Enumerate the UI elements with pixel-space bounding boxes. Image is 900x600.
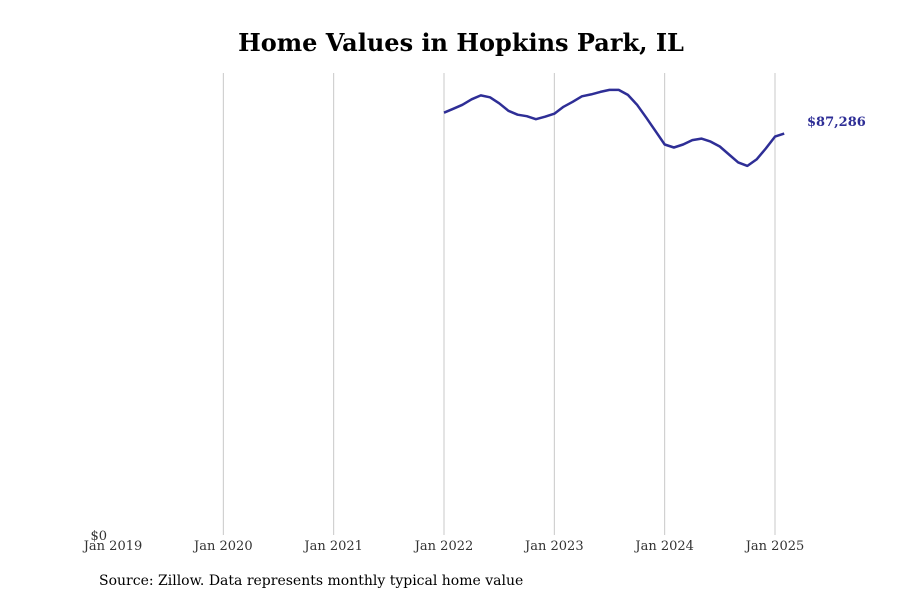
gridlines xyxy=(222,73,776,535)
x-tick-label: Jan 2019 xyxy=(82,539,143,554)
x-tick-label: Jan 2024 xyxy=(633,539,694,554)
x-tick-label: Jan 2022 xyxy=(413,539,474,554)
end-value-label: $87,286 xyxy=(807,115,866,130)
home-value-line xyxy=(443,88,785,168)
source-note: Source: Zillow. Data represents monthly … xyxy=(99,573,524,589)
x-tick-label: Jan 2021 xyxy=(302,539,363,554)
x-tick-label: Jan 2023 xyxy=(523,539,584,554)
x-axis-ticks: Jan 2019 Jan 2020 Jan 2021 Jan 2022 Jan 2023… xyxy=(82,539,805,554)
x-tick-label: Jan 2020 xyxy=(192,539,253,554)
chart-title: Home Values in Hopkins Park, IL xyxy=(238,28,684,57)
x-tick-label: Jan 2025 xyxy=(744,539,805,554)
y-tick-zero: $0 xyxy=(90,529,107,544)
